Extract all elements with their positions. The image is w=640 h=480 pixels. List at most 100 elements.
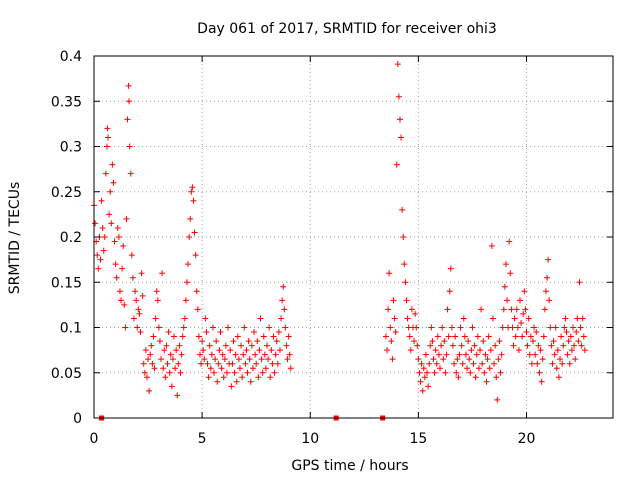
- data-point: [456, 351, 463, 358]
- data-point: [414, 342, 421, 349]
- data-point: [106, 211, 113, 218]
- data-point: [148, 342, 155, 349]
- data-point: [189, 184, 196, 191]
- data-point: [534, 360, 541, 367]
- data-point: [194, 306, 201, 313]
- data-point: [535, 342, 542, 349]
- data-point: [95, 265, 102, 272]
- data-point: [166, 369, 173, 376]
- data-point: [206, 342, 213, 349]
- data-point: [572, 356, 579, 363]
- data-point: [205, 374, 212, 381]
- data-point: [578, 342, 585, 349]
- data-point: [123, 215, 130, 222]
- data-point: [192, 252, 199, 259]
- data-point: [566, 360, 573, 367]
- data-point: [513, 306, 520, 313]
- data-point: [386, 270, 393, 277]
- data-point: [147, 351, 154, 358]
- data-point: [482, 351, 489, 358]
- data-point: [240, 351, 247, 358]
- data-point: [457, 324, 464, 331]
- x-axis-label: GPS time / hours: [291, 458, 408, 474]
- data-point: [198, 360, 205, 367]
- data-point: [465, 338, 472, 345]
- data-point: [135, 306, 142, 313]
- data-point: [486, 365, 493, 372]
- data-point: [155, 324, 162, 331]
- data-point: [418, 360, 425, 367]
- data-point: [468, 347, 475, 354]
- data-point: [173, 347, 180, 354]
- data-point: [269, 360, 276, 367]
- data-point: [158, 356, 165, 363]
- data-point: [518, 319, 525, 326]
- data-point: [384, 347, 391, 354]
- data-point: [472, 374, 479, 381]
- data-point: [235, 356, 242, 363]
- data-point: [149, 360, 156, 367]
- data-point: [216, 347, 223, 354]
- data-point: [110, 179, 117, 186]
- data-point: [576, 279, 583, 286]
- data-point: [526, 351, 533, 358]
- data-point: [444, 306, 451, 313]
- data-point: [223, 369, 230, 376]
- data-point: [542, 288, 549, 295]
- data-point: [209, 324, 216, 331]
- data-point: [382, 333, 389, 340]
- data-point: [531, 324, 538, 331]
- data-point: [561, 324, 568, 331]
- data-point: [562, 315, 569, 322]
- data-point: [181, 315, 188, 322]
- data-point: [256, 347, 263, 354]
- data-point: [146, 387, 153, 394]
- data-point: [116, 288, 123, 295]
- data-point: [121, 301, 128, 308]
- data-point: [434, 333, 441, 340]
- data-point: [481, 369, 488, 376]
- data-point: [529, 338, 536, 345]
- y-tick-label: 0.05: [51, 366, 82, 382]
- data-point: [494, 396, 501, 403]
- data-point: [449, 342, 456, 349]
- data-point: [510, 342, 517, 349]
- data-point: [98, 197, 105, 204]
- data-point: [437, 365, 443, 372]
- data-point: [411, 338, 418, 345]
- data-point: [573, 329, 580, 336]
- data-point: [400, 234, 407, 240]
- data-point: [252, 351, 259, 358]
- x-tick-label: 5: [198, 431, 207, 447]
- data-point: [213, 338, 220, 345]
- data-point: [461, 333, 468, 340]
- data-point: [538, 378, 545, 385]
- data-point: [120, 243, 127, 250]
- data-point: [422, 351, 429, 358]
- data-point: [467, 369, 474, 376]
- data-point: [550, 338, 557, 345]
- data-point: [266, 324, 273, 331]
- data-point: [280, 283, 287, 290]
- ticks: 0 5 10 15 20 0 0.05 0.1 0.15 0.2 0.25 0.3 0.35 0.4: [51, 49, 613, 447]
- data-point: [413, 324, 420, 331]
- data-point: [275, 329, 282, 336]
- data-point: [238, 342, 245, 349]
- data-point: [242, 360, 249, 367]
- data-point: [105, 134, 112, 141]
- data-point: [271, 369, 278, 376]
- data-point: [112, 261, 119, 268]
- data-point: [546, 297, 553, 304]
- data-point: [104, 125, 111, 132]
- data-point: [139, 292, 146, 299]
- data-point: [176, 342, 183, 349]
- data-point: [249, 365, 256, 372]
- data-point: [207, 365, 214, 372]
- data-point: [484, 356, 491, 363]
- data-point: [182, 297, 189, 304]
- data-point: [136, 310, 143, 317]
- data-point: [485, 333, 492, 340]
- data-point: [221, 356, 228, 363]
- data-point: [178, 351, 185, 358]
- data-point: [469, 324, 476, 331]
